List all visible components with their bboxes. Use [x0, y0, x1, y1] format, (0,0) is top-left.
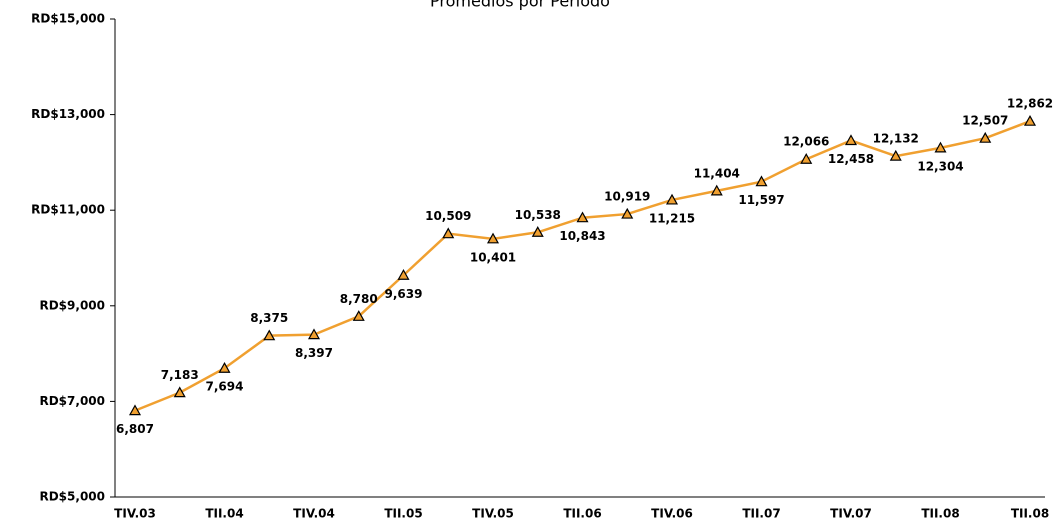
data-label: 12,304: [917, 159, 963, 173]
data-label: 10,538: [515, 208, 561, 222]
marker: [531, 226, 544, 237]
marker: [173, 386, 186, 398]
data-label: 12,066: [783, 135, 829, 149]
data-label: 7,694: [206, 380, 244, 394]
marker: [979, 131, 992, 143]
x-tick-label: TIV.07: [830, 507, 872, 521]
chart-title: Promedios por Periodo: [430, 0, 610, 11]
marker: [1023, 114, 1037, 126]
data-label: 8,780: [340, 292, 378, 306]
marker: [665, 193, 679, 205]
marker: [576, 211, 589, 223]
marker: [889, 149, 902, 161]
y-tick-label: RD$15,000: [31, 12, 105, 26]
data-label: 8,397: [295, 346, 333, 360]
x-tick-label: TII.04: [205, 507, 243, 521]
data-label: 10,401: [470, 250, 516, 264]
data-label: 7,183: [161, 368, 199, 382]
x-tick-label: TII.07: [742, 507, 780, 521]
x-tick-label: TII.08: [921, 507, 959, 521]
marker: [218, 361, 231, 373]
marker: [263, 329, 276, 341]
y-tick-label: RD$11,000: [31, 203, 105, 217]
data-label: 11,215: [649, 211, 695, 225]
y-tick-label: RD$5,000: [39, 490, 105, 504]
data-label: 10,919: [604, 190, 650, 204]
marker: [844, 134, 858, 146]
marker: [486, 232, 500, 244]
data-label: 9,639: [385, 287, 423, 301]
data-label: 8,375: [250, 311, 288, 325]
x-tick-label: TIV.04: [293, 507, 335, 521]
x-tick-label: TII.05: [384, 507, 422, 521]
y-tick-label: RD$7,000: [39, 394, 105, 408]
x-tick-label: TII.08: [1011, 507, 1049, 521]
data-label: 11,404: [694, 166, 740, 180]
data-label: 6,807: [116, 422, 154, 436]
data-label: 12,862: [1007, 97, 1053, 111]
y-tick-label: RD$9,000: [39, 298, 105, 312]
x-tick-label: TII.06: [563, 507, 601, 521]
marker: [442, 227, 455, 239]
marker: [934, 141, 947, 153]
marker: [800, 153, 813, 164]
data-label: 10,843: [559, 229, 605, 243]
marker: [755, 175, 768, 187]
data-label: 10,509: [425, 209, 471, 223]
marker: [710, 184, 723, 196]
data-label: 11,597: [738, 193, 784, 207]
marker: [352, 310, 365, 321]
line: [134, 120, 1031, 412]
x-tick-label: TIV.06: [651, 507, 693, 521]
x-tick-label: TIV.03: [114, 507, 156, 521]
data-label: 12,458: [828, 152, 874, 166]
data-label: 12,507: [962, 114, 1008, 128]
marker: [397, 269, 410, 280]
data-label: 12,132: [873, 132, 919, 146]
x-tick-label: TIV.05: [472, 507, 514, 521]
marker: [307, 328, 321, 340]
marker: [621, 207, 634, 219]
y-tick-label: RD$13,000: [31, 107, 105, 121]
marker: [128, 404, 142, 416]
